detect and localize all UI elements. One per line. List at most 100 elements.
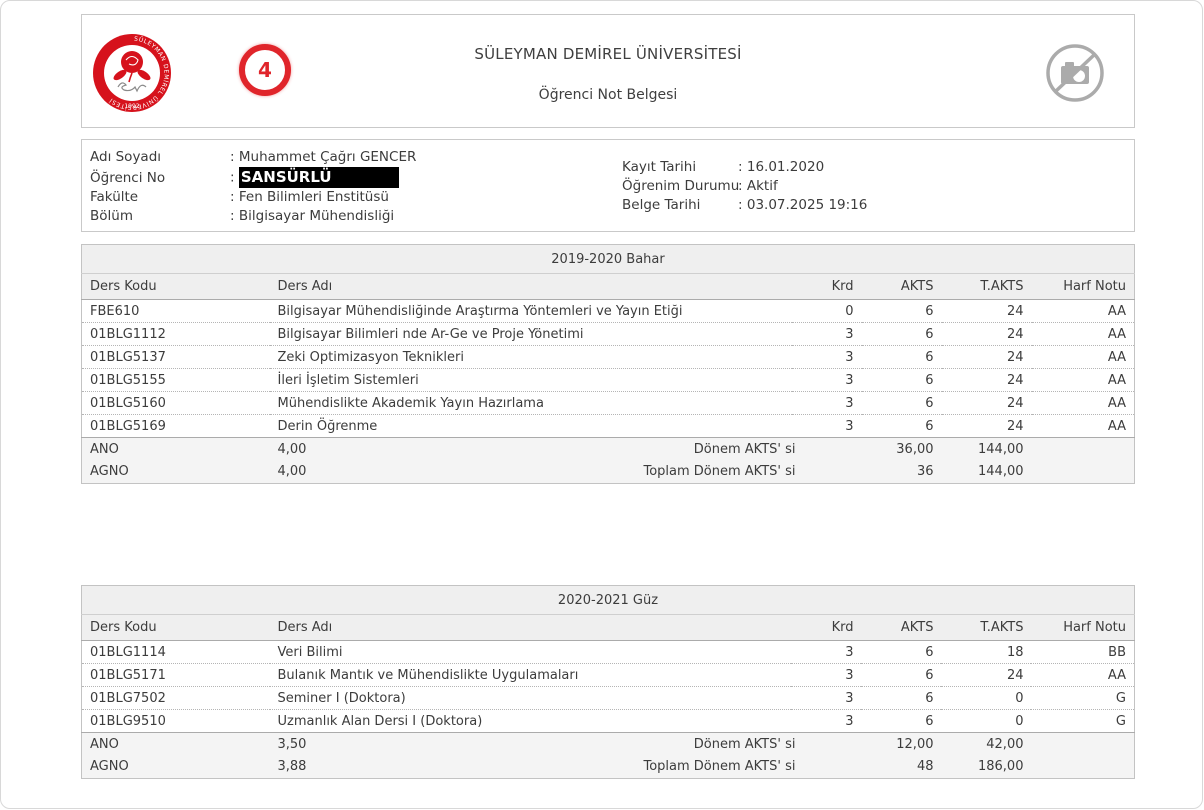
summary-empty bbox=[1031, 755, 1135, 779]
info-row-status: Öğrenim Durumu: Aktif bbox=[622, 177, 867, 196]
summary-row: ANO 3,50 Dönem AKTS' si 12,00 42,00 bbox=[81, 732, 1135, 756]
course-name: Uzmanlık Alan Dersi I (Doktora) bbox=[277, 713, 483, 729]
course-grade: BB bbox=[1031, 640, 1135, 664]
course-takts: 0 bbox=[1015, 713, 1024, 729]
courses-body: 01BLG1114 Veri Bilimi 3 6 18 BB 01BLG5171 Bulan… bbox=[81, 640, 1135, 733]
summary-akts: 48 bbox=[861, 755, 942, 779]
course-code: FBE610 bbox=[81, 299, 270, 323]
course-row: 01BLG5169 Derin Öğrenme 3 6 24 AA bbox=[82, 415, 1135, 438]
summary-value: 4,00 bbox=[277, 441, 307, 457]
no-photo-placeholder bbox=[1042, 40, 1108, 106]
summary-row: AGNO 4,00 Toplam Dönem AKTS' si 36 144,00 bbox=[81, 460, 1135, 484]
column-header: T.AKTS bbox=[941, 273, 1032, 300]
course-takts: 18 bbox=[941, 640, 1032, 664]
student-info-right: Kayıt Tarihi: 16.01.2020 Öğrenim Durumu:… bbox=[622, 158, 867, 215]
document-title: Öğrenci Not Belgesi bbox=[538, 87, 678, 103]
course-row: 01BLG5155 İleri İşletim Sistemleri 3 6 24 AA bbox=[81, 368, 1135, 392]
info-row-registration-date: Kayıt Tarihi: 16.01.2020 bbox=[622, 158, 867, 177]
course-grade: AA bbox=[1031, 322, 1135, 346]
column-header: Ders Adı bbox=[269, 614, 792, 641]
course-takts: 0 bbox=[941, 686, 1032, 710]
info-value: 16.01.2020 bbox=[746, 159, 825, 175]
university-seal-icon: SÜLEYMAN DEMİREL ÜNİVERSİTESİ 1992 bbox=[93, 34, 171, 112]
course-krd: 3 bbox=[791, 663, 862, 687]
summary-empty bbox=[1031, 460, 1135, 484]
course-akts: 6 bbox=[925, 713, 934, 729]
info-value: Bilgisayar Mühendisliği bbox=[238, 208, 395, 224]
transcript-content: SÜLEYMAN DEMİREL ÜNİVERSİTESİ 1992 4 bbox=[81, 14, 1135, 779]
course-code: 01BLG1112 bbox=[81, 322, 270, 346]
summary-takts: 186,00 bbox=[941, 755, 1032, 779]
summary-mid: 3,50 Dönem AKTS' si bbox=[269, 732, 862, 756]
columns-row: Ders Kodu Ders Adı Krd AKTS T.AKTS Harf Notu bbox=[81, 273, 1135, 300]
course-code: 01BLG5169 bbox=[90, 418, 166, 434]
course-name: Zeki Optimizasyon Teknikleri bbox=[269, 345, 792, 369]
course-code: 01BLG5171 bbox=[81, 663, 270, 687]
info-value: Aktif bbox=[746, 178, 778, 194]
course-takts: 24 bbox=[941, 663, 1032, 687]
course-krd: 0 bbox=[791, 299, 862, 323]
summary-empty bbox=[1031, 437, 1135, 461]
course-row: 01BLG1112 Bilgisayar Bilimleri nde Ar-Ge … bbox=[81, 322, 1135, 346]
semester-title-row: 2020-2021 Güz bbox=[81, 585, 1135, 615]
course-akts: 6 bbox=[861, 299, 942, 323]
document-header: SÜLEYMAN DEMİREL ÜNİVERSİTESİ 1992 4 bbox=[81, 14, 1135, 128]
course-grade: AA bbox=[1031, 345, 1135, 369]
semester-title: 2020-2021 Güz bbox=[81, 585, 1135, 615]
course-grade: AA bbox=[1031, 391, 1135, 415]
course-krd: 3 bbox=[845, 418, 854, 434]
colon: : bbox=[230, 189, 235, 205]
course-akts: 6 bbox=[861, 391, 942, 415]
colon: : bbox=[230, 169, 235, 186]
summary-value: 3,88 bbox=[277, 759, 307, 775]
course-code: 01BLG1114 bbox=[81, 640, 270, 664]
course-takts: 24 bbox=[941, 391, 1032, 415]
course-grade: G bbox=[1031, 686, 1135, 710]
summary-mid: 4,00 Dönem AKTS' si bbox=[269, 437, 862, 461]
info-label: Öğrenim Durumu bbox=[622, 178, 740, 194]
summary-akts-label: Dönem AKTS' si bbox=[693, 441, 796, 457]
column-header: Ders Adı bbox=[269, 273, 792, 300]
summary-value: 4,00 bbox=[277, 464, 307, 480]
course-name: Veri Bilimi bbox=[269, 640, 792, 664]
summary-mid: 3,88 Toplam Dönem AKTS' si bbox=[269, 755, 862, 779]
university-title: SÜLEYMAN DEMİREL ÜNİVERSİTESİ bbox=[474, 45, 742, 63]
summary-takts: 42,00 bbox=[941, 732, 1032, 756]
column-header: AKTS bbox=[861, 614, 942, 641]
course-akts: 6 bbox=[861, 686, 942, 710]
summary-takts: 144,00 bbox=[941, 460, 1032, 484]
course-name: İleri İşletim Sistemleri bbox=[269, 368, 792, 392]
course-grade: AA bbox=[1031, 368, 1135, 392]
info-value: Muhammet Çağrı GENCER bbox=[238, 149, 417, 165]
summary-row: AGNO 3,88 Toplam Dönem AKTS' si 48 186,00 bbox=[81, 755, 1135, 779]
colon: : bbox=[738, 178, 743, 194]
info-label: Adı Soyadı bbox=[90, 149, 162, 165]
summary-mid: 4,00 Toplam Dönem AKTS' si bbox=[269, 460, 862, 484]
course-krd: 3 bbox=[791, 391, 862, 415]
course-akts: 6 bbox=[861, 368, 942, 392]
course-krd: 3 bbox=[791, 345, 862, 369]
course-krd: 3 bbox=[845, 713, 854, 729]
course-takts: 24 bbox=[1006, 418, 1024, 434]
column-header: Krd bbox=[791, 273, 862, 300]
colon: : bbox=[738, 159, 743, 175]
summary-akts-label: Toplam Dönem AKTS' si bbox=[643, 464, 796, 480]
course-name: Derin Öğrenme bbox=[277, 418, 378, 434]
info-row-name: Adı Soyadı: Muhammet Çağrı GENCER bbox=[90, 148, 416, 167]
course-name: Bilgisayar Mühendisliğinde Araştırma Yön… bbox=[269, 299, 792, 323]
camera-slash-icon bbox=[1046, 44, 1104, 102]
course-grade: AA bbox=[1107, 418, 1126, 434]
course-krd: 3 bbox=[791, 322, 862, 346]
student-info: Adı Soyadı: Muhammet Çağrı GENCER Öğrenc… bbox=[81, 139, 1135, 232]
summary-label: AGNO bbox=[81, 460, 270, 484]
annotation-number: 4 bbox=[258, 58, 272, 82]
course-akts: 6 bbox=[861, 345, 942, 369]
courses-body: FBE610 Bilgisayar Mühendisliğinde Araştır… bbox=[81, 299, 1135, 438]
summary-label: AGNO bbox=[81, 755, 270, 779]
course-name: Bilgisayar Bilimleri nde Ar-Ge ve Proje … bbox=[269, 322, 792, 346]
info-value: 03.07.2025 19:16 bbox=[746, 197, 868, 213]
info-row-faculty: Fakülte: Fen Bilimleri Enstitüsü bbox=[90, 188, 416, 207]
summary-akts-label: Toplam Dönem AKTS' si bbox=[643, 759, 796, 775]
course-row: FBE610 Bilgisayar Mühendisliğinde Araştır… bbox=[81, 299, 1135, 323]
redacted-value: SANSÜRLÜ bbox=[238, 167, 399, 188]
